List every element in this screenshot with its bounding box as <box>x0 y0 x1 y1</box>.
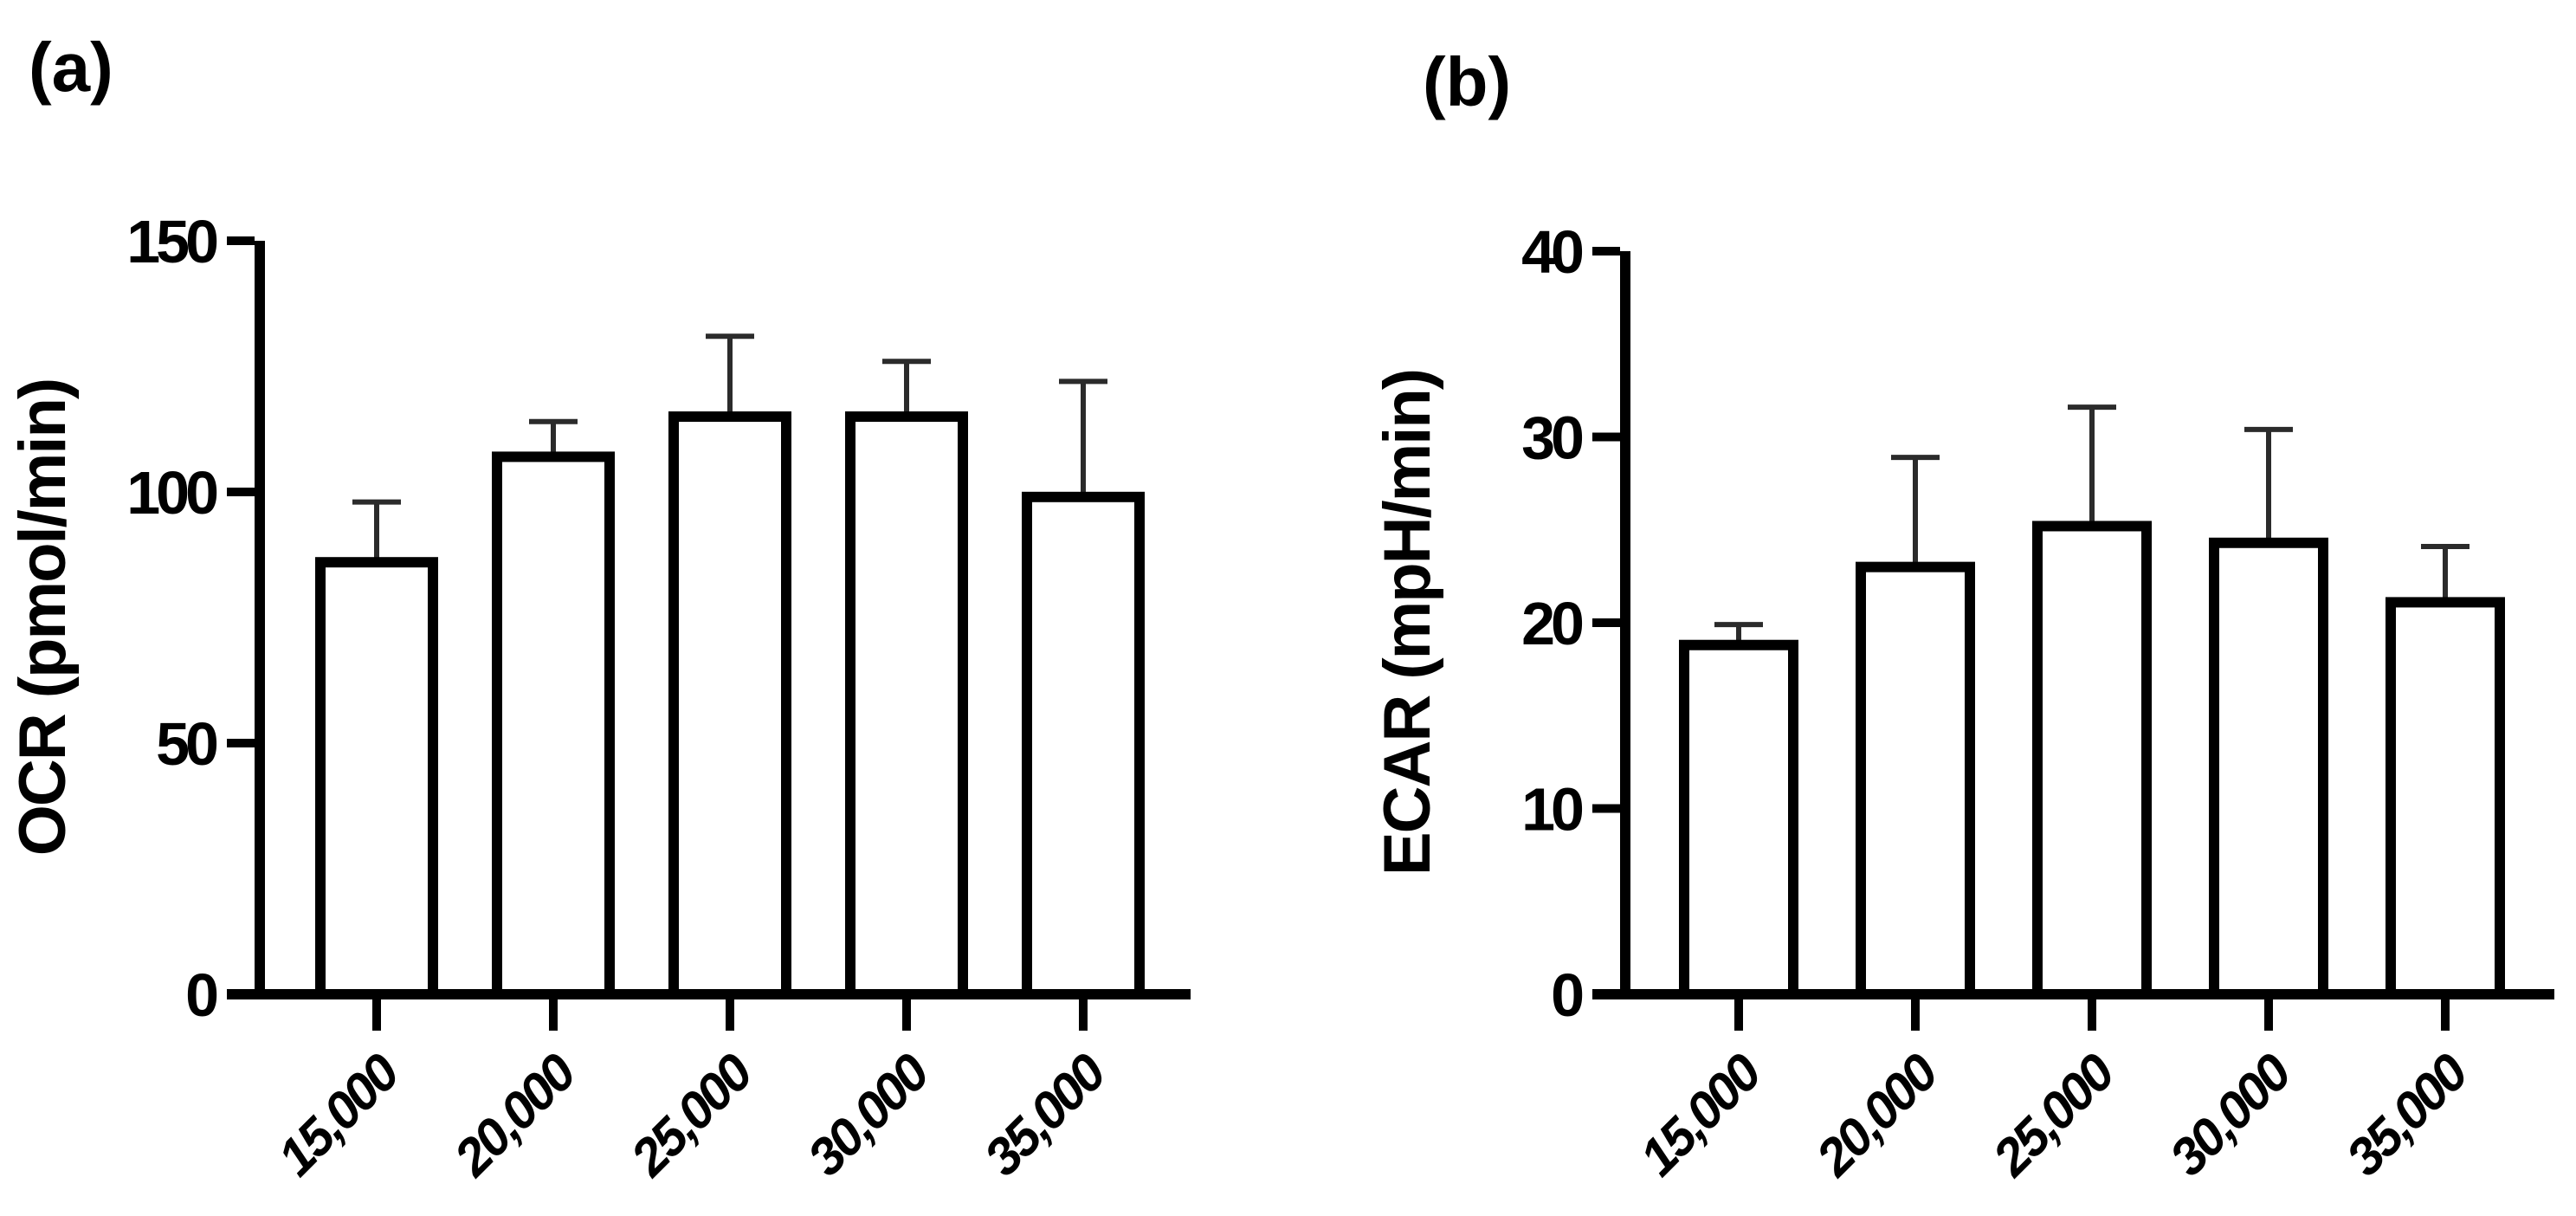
y-axis-title: OCR (pmol/min) <box>6 379 80 856</box>
y-tick-label-30: 30 <box>1521 404 1583 472</box>
bar-3 <box>845 411 968 999</box>
panel-label: (a) <box>29 29 113 106</box>
bar-4 <box>2386 597 2505 1000</box>
x-category-label-4: 35,000 <box>973 1043 1117 1187</box>
y-tick-label-50: 50 <box>156 710 217 778</box>
bar-3 <box>2209 537 2328 999</box>
y-tick-label-40: 40 <box>1521 218 1583 286</box>
x-category-label-3: 30,000 <box>2159 1043 2302 1187</box>
x-category-label-0: 15,000 <box>267 1043 410 1187</box>
y-tick-label-20: 20 <box>1521 590 1583 657</box>
y-tick-label-150: 150 <box>126 208 217 275</box>
x-category-label-3: 30,000 <box>797 1043 940 1187</box>
bar-0 <box>315 557 438 999</box>
x-category-label-0: 15,000 <box>1629 1043 1772 1187</box>
panel-label: (b) <box>1423 43 1511 120</box>
x-category-label-1: 20,000 <box>1804 1043 1949 1187</box>
bar-4 <box>1022 491 1145 999</box>
y-tick-label-100: 100 <box>126 459 217 527</box>
x-category-label-4: 35,000 <box>2335 1043 2479 1187</box>
bar-1 <box>1856 561 1975 1000</box>
panel-b: (b) 0 10 20 30 40 ECAR (mpH/min) 15,000 20,000 25… <box>1371 43 2554 1187</box>
y-axis-title: ECAR (mpH/min) <box>1371 370 1444 876</box>
x-category-label-2: 25,000 <box>1981 1043 2126 1187</box>
x-category-label-2: 25,000 <box>619 1043 764 1187</box>
bar-0 <box>1679 639 1798 999</box>
bar-2 <box>2032 521 2152 999</box>
y-tick-label-0: 0 <box>1551 961 1583 1029</box>
y-tick-label-0: 0 <box>185 961 217 1029</box>
x-category-label-1: 20,000 <box>442 1043 587 1187</box>
bar-1 <box>492 451 615 999</box>
panel-a: (a) 0 50 100 150 OCR (pmol/min) 15,000 20,000 25… <box>6 29 1191 1187</box>
bar-2 <box>668 411 791 999</box>
y-tick-label-10: 10 <box>1521 776 1583 844</box>
